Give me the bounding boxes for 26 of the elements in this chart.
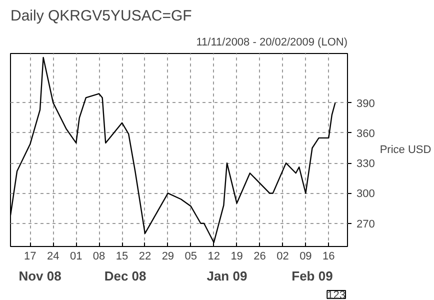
x-tick-label: 12 — [208, 250, 220, 262]
y-tick-label: 300 — [356, 188, 375, 200]
x-tick-label: 24 — [47, 250, 60, 262]
x2-tick-label: Feb 09 — [292, 268, 333, 284]
y-tick-label: 390 — [356, 98, 375, 110]
chart-title: Daily QKRGV5YUSAC=GF — [10, 8, 192, 24]
y-tick-label: 360 — [356, 128, 375, 140]
x-tick-label: 09 — [300, 250, 312, 262]
y-tick-label: 270 — [356, 218, 375, 230]
x-tick-label: 01 — [70, 250, 82, 262]
x-tick-label: 08 — [92, 250, 106, 262]
y-tick-label: 330 — [356, 158, 375, 170]
x-tick-label: 22 — [138, 250, 152, 262]
x-tick-label: 19 — [230, 250, 243, 262]
x-tick-label: 05 — [184, 250, 198, 262]
x-tick-label: 29 — [162, 250, 174, 262]
x2-tick-label: Dec 08 — [104, 268, 146, 284]
x2-tick-label: Nov 08 — [18, 268, 62, 284]
x-tick-label: 15 — [116, 250, 128, 262]
x2-tick-label: Jan 09 — [206, 268, 248, 284]
y-axis-title: Price USD — [380, 144, 432, 156]
x-tick-label: 02 — [276, 250, 289, 262]
chart-subtitle: 11/11/2008 - 20/02/2009 (LON) — [196, 36, 348, 48]
x-tick-label: 26 — [254, 250, 266, 262]
x-tick-label: 17 — [24, 250, 36, 262]
x-tick-label: 16 — [322, 250, 335, 262]
